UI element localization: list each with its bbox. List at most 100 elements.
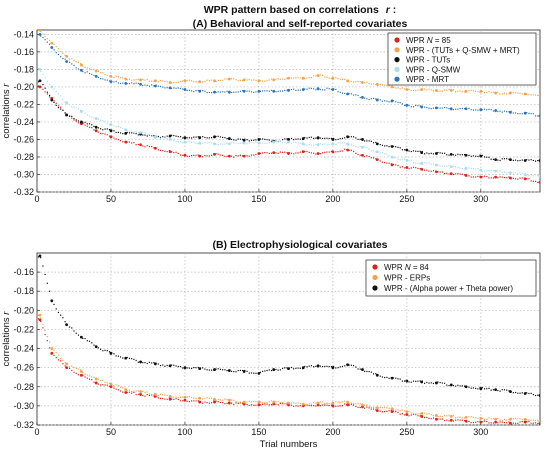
trace-dot [499,176,501,178]
trace-dot [210,142,213,144]
trace-dot [293,368,295,370]
trace-dot [295,367,297,369]
trace-dot [233,403,235,406]
trace-dot [62,58,64,60]
trace-dot [146,362,148,365]
trace-dot [144,79,146,81]
trace-dot [441,165,443,167]
x-tick-label: 100 [177,194,192,204]
trace-dot [146,133,148,135]
trace-dot [304,136,306,139]
trace-dot [501,419,503,421]
trace-dot [490,109,492,111]
trace-dot [514,92,517,94]
trace-dot [510,91,512,93]
trace-dot [131,390,133,392]
trace-dot [184,79,186,81]
trace-dot [299,402,301,405]
trace-dot [44,87,46,89]
trace-dot [521,392,523,394]
trace-dot [486,156,488,158]
trace-dot [162,394,164,396]
trace-dot [463,417,466,419]
trace-dot [472,168,475,170]
trace-dot [415,162,417,164]
trace-dot [57,105,60,107]
trace-dot [217,143,219,146]
trace-dot [450,415,452,417]
trace-dot [359,138,361,140]
trace-dot [479,169,481,172]
trace-dot [277,369,279,371]
trace-dot [459,167,461,169]
y-tick-label: -0.16 [13,267,34,277]
trace-dot [452,165,455,168]
trace-dot [64,362,66,364]
trace-dot [321,404,324,406]
trace-dot [410,150,412,153]
trace-dot [361,155,364,157]
trace-dot [115,75,117,78]
trace-dot [379,152,381,154]
trace-dot [397,87,399,89]
trace-dot [461,107,463,110]
trace-dot [352,150,355,153]
trace-dot [408,381,410,383]
trace-dot [390,163,392,165]
trace-dot [273,78,275,80]
trace-dot [257,142,259,144]
trace-dot [313,152,315,154]
data-point [449,107,453,111]
trace-dot [204,90,206,92]
trace-dot [248,404,250,407]
trace-dot [217,368,219,370]
trace-dot [51,97,53,99]
trace-dot [77,368,80,370]
trace-dot [71,369,73,372]
trace-dot [197,136,199,138]
trace-dot [406,414,408,416]
trace-dot [208,402,210,404]
trace-dot [510,423,512,425]
trace-dot [102,72,104,74]
trace-dot [137,143,139,146]
trace-dot [368,140,370,142]
trace-dot [46,80,48,82]
trace-dot [182,141,184,144]
trace-dot [426,169,428,171]
legend-label: WPR - ERPs [384,274,430,283]
trace-dot [488,108,490,110]
trace-dot [481,170,483,172]
trace-dot [224,155,226,158]
trace-dot [139,84,142,86]
trace-dot [135,79,137,81]
trace-dot [82,374,84,376]
trace-dot [53,88,55,90]
trace-dot [477,168,479,170]
trace-dot [68,326,71,328]
trace-dot [244,401,246,403]
trace-dot [104,128,106,130]
legend-marker [394,76,400,82]
trace-dot [75,67,77,69]
trace-dot [490,169,492,171]
trace-dot [333,78,335,80]
trace-dot [55,352,57,354]
trace-dot [506,422,508,424]
trace-dot [131,132,133,134]
trace-dot [455,419,457,421]
trace-dot [131,130,133,132]
trace-dot [483,170,486,172]
trace-dot [275,368,277,371]
trace-dot [226,90,228,92]
trace-dot [199,89,202,91]
trace-dot [230,78,233,80]
trace-dot [66,324,68,326]
trace-dot [288,367,290,369]
trace-dot [259,371,261,373]
trace-dot [195,142,197,144]
trace-dot [324,365,326,368]
trace-dot [519,392,521,394]
trace-dot [139,390,142,392]
trace-dot [213,142,215,145]
